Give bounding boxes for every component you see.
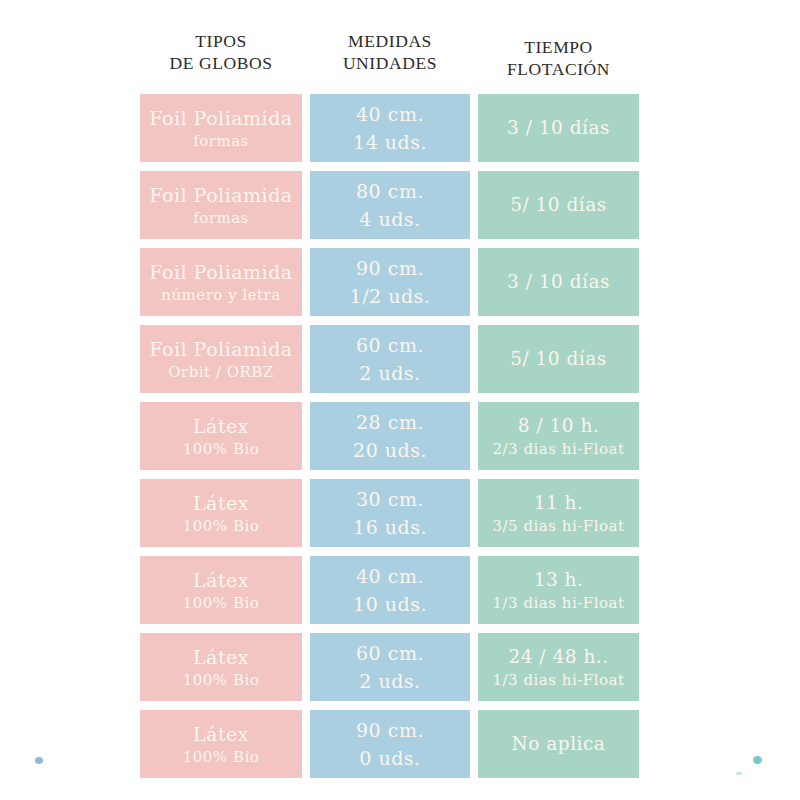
tipo-globo-label: Látex	[193, 644, 249, 670]
tiempo-label: 8 / 10 h.	[518, 413, 599, 439]
tiempo-label: No aplica	[512, 731, 606, 757]
tipo-globo-cell: Látex 100% Bio	[140, 710, 302, 778]
header-line: UNIDADES	[310, 52, 470, 74]
header-line: MEDIDAS	[310, 30, 470, 52]
table-rows: Foil Poliamida formas 40 cm. 14 uds. 3 /…	[140, 94, 639, 778]
medida-label: 28 cm.	[356, 408, 424, 436]
header-line: DE GLOBOS	[140, 52, 302, 74]
tipo-globo-cell: Foil Poliamida formas	[140, 94, 302, 162]
tipo-globo-label: Látex	[193, 567, 249, 593]
column-headers: TIPOS DE GLOBOS MEDIDAS UNIDADES TIEMPO …	[140, 30, 639, 74]
medida-label: 80 cm.	[356, 177, 424, 205]
tiempo-label: 5/ 10 días	[510, 192, 607, 218]
unidades-label: 2 uds.	[359, 359, 420, 387]
tipo-globo-cell: Foil Poliamida número y letra	[140, 248, 302, 316]
tipo-globo-cell: Látex 100% Bio	[140, 402, 302, 470]
tipo-globo-label: Látex	[193, 413, 249, 439]
header-line: TIEMPO	[478, 36, 639, 58]
tipo-globo-sublabel: 100% Bio	[183, 439, 260, 460]
tipo-globo-sublabel: Orbit / ORBZ	[168, 362, 274, 383]
medida-label: 60 cm.	[356, 331, 424, 359]
unidades-label: 10 uds.	[353, 590, 427, 618]
header-medidas-unidades: MEDIDAS UNIDADES	[310, 30, 470, 74]
tipo-globo-cell: Foil Poliamida Orbit / ORBZ	[140, 325, 302, 393]
decorative-dot-left	[35, 757, 43, 764]
medida-label: 30 cm.	[356, 485, 424, 513]
unidades-label: 1/2 uds.	[350, 282, 431, 310]
tiempo-flotacion-cell: 5/ 10 días	[478, 171, 639, 239]
tiempo-label: 13 h.	[534, 567, 584, 593]
medidas-unidades-cell: 40 cm. 10 uds.	[310, 556, 470, 624]
tiempo-label: 3 / 10 días	[507, 269, 610, 295]
tipo-globo-sublabel: 100% Bio	[183, 516, 260, 537]
medida-label: 60 cm.	[356, 639, 424, 667]
medida-label: 90 cm.	[356, 716, 424, 744]
medida-label: 40 cm.	[356, 100, 424, 128]
header-tiempo-flotacion: TIEMPO FLOTACIÓN	[478, 36, 639, 80]
tiempo-flotacion-cell: 13 h. 1/3 dias hi-Float	[478, 556, 639, 624]
tipo-globo-sublabel: 100% Bio	[183, 670, 260, 691]
medidas-unidades-cell: 60 cm. 2 uds.	[310, 633, 470, 701]
unidades-label: 16 uds.	[353, 513, 427, 541]
tipo-globo-cell: Látex 100% Bio	[140, 479, 302, 547]
tipo-globo-sublabel: formas	[193, 131, 249, 152]
medida-label: 40 cm.	[356, 562, 424, 590]
tipo-globo-sublabel: 100% Bio	[183, 593, 260, 614]
tiempo-flotacion-cell: 3 / 10 días	[478, 248, 639, 316]
unidades-label: 0 uds.	[359, 744, 420, 772]
tiempo-label: 3 / 10 días	[507, 115, 610, 141]
tiempo-flotacion-cell: 5/ 10 días	[478, 325, 639, 393]
header-line: FLOTACIÓN	[478, 58, 639, 80]
medidas-unidades-cell: 90 cm. 1/2 uds.	[310, 248, 470, 316]
header-line: TIPOS	[140, 30, 302, 52]
tiempo-flotacion-cell: 11 h. 3/5 dias hi-Float	[478, 479, 639, 547]
tipo-globo-cell: Látex 100% Bio	[140, 633, 302, 701]
tiempo-label: 11 h.	[534, 490, 584, 516]
tipo-globo-sublabel: 100% Bio	[183, 747, 260, 768]
tipo-globo-label: Foil Poliamida	[149, 105, 292, 131]
unidades-label: 4 uds.	[359, 205, 420, 233]
decorative-dot-right	[753, 756, 762, 764]
tiempo-sublabel: 1/3 dias hi-Float	[493, 670, 625, 690]
tipo-globo-cell: Látex 100% Bio	[140, 556, 302, 624]
tiempo-flotacion-cell: 24 / 48 h.. 1/3 dias hi-Float	[478, 633, 639, 701]
tiempo-flotacion-cell: 8 / 10 h. 2/3 dias hi-Float	[478, 402, 639, 470]
decorative-dot-faint	[736, 772, 742, 775]
tipo-globo-label: Látex	[193, 490, 249, 516]
medidas-unidades-cell: 30 cm. 16 uds.	[310, 479, 470, 547]
tipo-globo-cell: Foil Poliamida formas	[140, 171, 302, 239]
balloon-float-infographic: TIPOS DE GLOBOS MEDIDAS UNIDADES TIEMPO …	[0, 0, 800, 800]
tiempo-flotacion-cell: 3 / 10 días	[478, 94, 639, 162]
medida-label: 90 cm.	[356, 254, 424, 282]
unidades-label: 14 uds.	[353, 128, 427, 156]
medidas-unidades-cell: 60 cm. 2 uds.	[310, 325, 470, 393]
tipo-globo-label: Látex	[193, 721, 249, 747]
tiempo-label: 5/ 10 días	[510, 346, 607, 372]
unidades-label: 20 uds.	[353, 436, 427, 464]
tiempo-sublabel: 2/3 dias hi-Float	[493, 439, 625, 459]
medidas-unidades-cell: 28 cm. 20 uds.	[310, 402, 470, 470]
tiempo-label: 24 / 48 h..	[508, 644, 608, 670]
tipo-globo-sublabel: número y letra	[161, 285, 280, 306]
header-tipos-de-globos: TIPOS DE GLOBOS	[140, 30, 302, 74]
tipo-globo-label: Foil Poliamida	[149, 182, 292, 208]
medidas-unidades-cell: 90 cm. 0 uds.	[310, 710, 470, 778]
medidas-unidades-cell: 40 cm. 14 uds.	[310, 94, 470, 162]
medidas-unidades-cell: 80 cm. 4 uds.	[310, 171, 470, 239]
tiempo-sublabel: 3/5 dias hi-Float	[493, 516, 625, 536]
tipo-globo-label: Foil Poliamida	[149, 336, 292, 362]
tipo-globo-sublabel: formas	[193, 208, 249, 229]
unidades-label: 2 uds.	[359, 667, 420, 695]
tiempo-flotacion-cell: No aplica	[478, 710, 639, 778]
tipo-globo-label: Foil Poliamida	[149, 259, 292, 285]
tiempo-sublabel: 1/3 dias hi-Float	[493, 593, 625, 613]
